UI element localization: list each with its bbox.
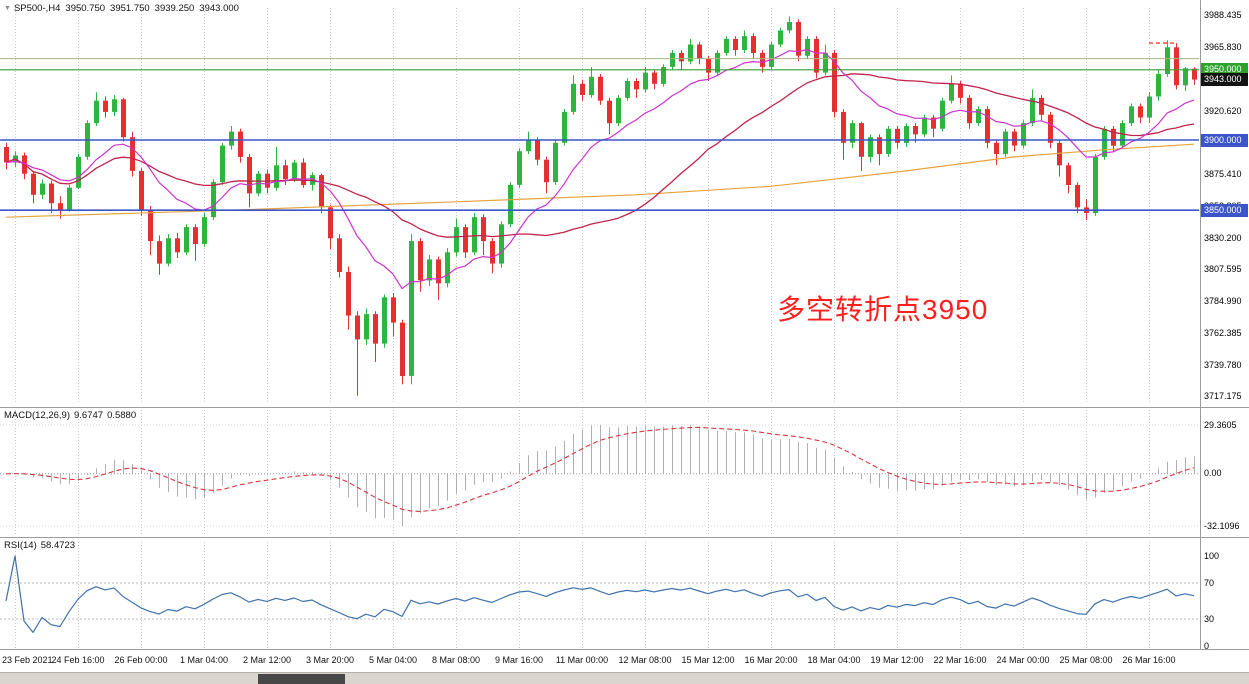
time-axis-label: 24 Feb 16:00 <box>51 655 105 665</box>
ohlc-open: 3950.750 <box>65 3 106 14</box>
price-axis[interactable]: 3988.4353965.8303943.2253920.6203898.015… <box>1201 0 1249 672</box>
time-axis-label: 5 Mar 04:00 <box>368 655 418 665</box>
time-axis-label: 16 Mar 20:00 <box>744 655 798 665</box>
ohlc-high: 3951.750 <box>110 3 150 14</box>
axis-label: 70 <box>1204 577 1215 588</box>
time-axis-label: 23 Feb 2021 <box>2 655 53 665</box>
axis-label: 3784.990 <box>1204 296 1242 306</box>
axis-label: 3717.175 <box>1204 391 1242 402</box>
time-axis-label: 22 Mar 16:00 <box>933 655 987 665</box>
time-axis-label: 11 Mar 00:00 <box>555 655 609 665</box>
time-axis-label: 26 Feb 00:00 <box>114 655 168 665</box>
time-axis-label: 18 Mar 04:00 <box>807 655 861 665</box>
axis-label: -32.1096 <box>1204 520 1240 531</box>
ohlc-low: 3939.250 <box>154 3 195 14</box>
symbol-marker-icon: ▼ <box>4 5 11 12</box>
axis-label: 3739.780 <box>1204 359 1242 370</box>
macd-name: MACD(12,26,9) <box>4 410 70 421</box>
axis-label: 3807.595 <box>1204 264 1242 275</box>
macd-indicator-label: MACD(12,26,9) 9.6747 0.5880 <box>4 410 140 421</box>
horizontal-scrollbar[interactable] <box>0 672 1249 684</box>
price-tag: 3943.000 <box>1201 73 1248 87</box>
axis-label: 3988.435 <box>1204 10 1242 21</box>
scrollbar-thumb[interactable] <box>258 674 345 684</box>
time-axis-label: 1 Mar 04:00 <box>179 655 229 665</box>
price-tag: 3850.000 <box>1201 203 1248 217</box>
time-axis[interactable]: 23 Feb 2021 24 Feb 16:00 26 Feb 00:00 1 Mar… <box>0 652 1249 670</box>
axis-label: 100 <box>1204 550 1220 561</box>
time-axis-label: 19 Mar 12:00 <box>870 655 924 665</box>
time-axis-label: 15 Mar 12:00 <box>681 655 735 665</box>
chart-annotation-text: 多空转折点3950 <box>777 294 989 325</box>
axis-label: 3762.385 <box>1204 327 1242 338</box>
time-axis-label: 12 Mar 08:00 <box>618 655 672 665</box>
time-axis-label: 8 Mar 08:00 <box>431 655 481 665</box>
chart-header: ▼ SP500-,H4 3950.750 3951.750 3939.250 3943.0… <box>4 3 244 14</box>
axis-label: 30 <box>1204 613 1215 624</box>
macd-value-signal: 0.5880 <box>107 410 137 421</box>
rsi-indicator-label: RSI(14) 58.4723 <box>4 540 79 551</box>
time-axis-label: 24 Mar 00:00 <box>996 655 1050 665</box>
macd-value-main: 9.6747 <box>74 410 104 421</box>
axis-label: 0 <box>1204 640 1210 651</box>
time-axis-label: 9 Mar 16:00 <box>494 655 544 665</box>
axis-label: 3830.200 <box>1204 232 1242 243</box>
axis-label: 3920.620 <box>1204 105 1242 116</box>
ohlc-close: 3943.000 <box>199 3 239 14</box>
symbol-timeframe-label: SP500-,H4 <box>13 3 61 14</box>
time-axis-label: 2 Mar 12:00 <box>242 655 292 665</box>
axis-label: 3965.830 <box>1204 42 1242 53</box>
axis-label: 0.00 <box>1204 468 1222 479</box>
time-axis-label: 26 Mar 16:00 <box>1122 655 1176 665</box>
rsi-value: 58.4723 <box>40 540 76 551</box>
price-tag: 3900.000 <box>1201 133 1248 147</box>
time-axis-label: 25 Mar 08:00 <box>1059 655 1113 665</box>
time-axis-label: 3 Mar 20:00 <box>305 655 355 665</box>
axis-label: 3875.410 <box>1204 169 1242 179</box>
rsi-name: RSI(14) <box>4 540 37 551</box>
price-tag: 3950.000 <box>1201 63 1248 77</box>
axis-label: 29.3605 <box>1204 419 1237 430</box>
